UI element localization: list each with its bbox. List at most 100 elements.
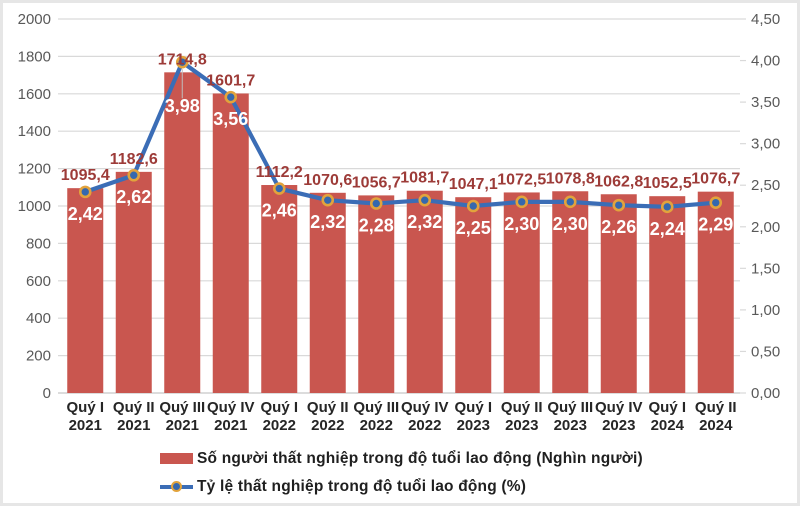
- line-value-labels: 2,42 2,62 3,98 3,56 2,46 2,32 2,28 2,32 2,25 2,30…: [68, 96, 734, 239]
- right-axis-tick-label: 2,50: [751, 177, 780, 194]
- bar: [406, 190, 443, 393]
- line-value-label: 2,30: [553, 214, 588, 234]
- right-axis-tick-label: 4,50: [751, 11, 780, 28]
- line-value-label: 2,62: [116, 187, 151, 207]
- line-marker: [175, 55, 189, 69]
- left-axis-tick-label: 1000: [18, 198, 51, 215]
- left-axis-tick-label: 600: [26, 273, 51, 290]
- right-axis-tick-label: 2,00: [751, 219, 780, 236]
- x-category-label: Quý I 2024: [648, 399, 686, 434]
- bar-value-label: 1076,7: [691, 171, 740, 188]
- line-marker: [127, 168, 141, 182]
- left-axis-tick-label: 800: [26, 235, 51, 252]
- x-category-label: Quý II 2023: [501, 399, 543, 434]
- chart-legend: Số người thất nghiệp trong độ tuổi lao đ…: [160, 446, 643, 499]
- left-axis-tick-label: 1400: [18, 123, 51, 140]
- bar: [503, 192, 540, 393]
- right-axis-tick-label: 4,00: [751, 53, 780, 70]
- right-axis-tick-label: 1,00: [751, 302, 780, 319]
- right-axis-tick-label: 3,50: [751, 94, 780, 111]
- bar: [600, 194, 637, 393]
- line-value-label: 2,42: [68, 204, 103, 224]
- right-axis-tick-label: 0,00: [751, 385, 780, 402]
- right-axis-tick-label: 3,00: [751, 136, 780, 153]
- right-axis-ticks: [740, 18, 746, 394]
- bar-value-label: 1062,8: [594, 173, 643, 190]
- line-marker: [709, 196, 723, 209]
- line-marker: [563, 195, 577, 209]
- line-value-label: 2,46: [262, 201, 297, 221]
- bar-series-swatch-icon: [160, 453, 193, 464]
- right-axis-tick-label: 0,50: [751, 343, 780, 360]
- line-value-label: 2,30: [504, 214, 539, 234]
- x-category-label: Quý III 2022: [353, 399, 399, 434]
- bar-value-label: 1078,8: [546, 170, 595, 187]
- bar-value-label: 1070,6: [303, 172, 352, 189]
- line-value-label: 3,98: [165, 96, 200, 116]
- x-category-label: Quý II 2021: [113, 399, 155, 434]
- legend-item-bar-series: Số người thất nghiệp trong độ tuổi lao đ…: [160, 446, 643, 471]
- left-axis-tick-label: 1200: [18, 161, 51, 178]
- line-markers-group: [78, 55, 723, 214]
- left-axis-labels: 0 200 400 600 800 1000 1200 1400 1600 1800 2000: [18, 11, 51, 402]
- right-axis-labels: 0,00 0,50 1,00 1,50 2,00 2,50 3,00 3,50 4,00 4,50: [751, 11, 780, 402]
- bar: [697, 191, 734, 393]
- bar: [358, 195, 395, 393]
- line-value-label: 3,56: [213, 109, 248, 129]
- line-value-label: 2,24: [650, 219, 685, 239]
- x-category-label: Quý I 2023: [454, 399, 492, 434]
- line-series-swatch-icon: [160, 480, 193, 492]
- line-marker-icon: [171, 480, 182, 492]
- left-axis-tick-label: 1600: [18, 86, 51, 103]
- bar: [552, 191, 589, 393]
- x-category-label: Quý IV 2022: [401, 399, 449, 434]
- x-category-label: Quý I 2022: [260, 399, 298, 434]
- left-axis-tick-label: 2000: [18, 11, 51, 28]
- x-category-label: Quý III 2021: [159, 399, 205, 434]
- bar-value-label: 1081,7: [400, 170, 449, 187]
- line-marker: [272, 182, 286, 195]
- bar-value-label: 1182,6: [110, 151, 158, 168]
- bar: [261, 185, 298, 393]
- bar: [212, 93, 249, 393]
- line-marker: [224, 90, 238, 104]
- line-value-label: 2,25: [456, 218, 491, 238]
- bar-value-label: 1714,8: [158, 51, 207, 68]
- bar-value-label: 1052,5: [643, 175, 692, 192]
- left-axis-tick-label: 400: [26, 310, 51, 327]
- line-value-label: 2,28: [359, 216, 394, 236]
- bar: [67, 188, 104, 393]
- x-category-label: Quý IV 2023: [595, 399, 643, 434]
- line-marker: [369, 197, 383, 210]
- line-marker: [321, 193, 335, 207]
- x-category-label: Quý IV 2021: [207, 399, 255, 434]
- line-value-label: 2,29: [698, 215, 733, 235]
- left-axis-tick-label: 1800: [18, 48, 51, 65]
- line-marker: [466, 199, 480, 213]
- legend-label-bar-series: Số người thất nghiệp trong độ tuổi lao đ…: [197, 449, 643, 467]
- legend-item-line-series: Tỷ lệ thất nghiệp trong độ tuổi lao động…: [160, 474, 643, 499]
- line-marker: [78, 185, 92, 199]
- line-marker: [660, 200, 674, 214]
- rate-line: [83, 60, 718, 209]
- bars-group: [67, 72, 734, 393]
- x-category-label: Quý III 2023: [547, 399, 593, 434]
- bar-value-label: 1112,2: [256, 164, 303, 181]
- x-category-label: Quý II 2024: [695, 399, 737, 434]
- bar: [649, 196, 686, 393]
- x-category-label: Quý II 2022: [307, 399, 349, 434]
- bar-value-label: 1601,7: [206, 72, 255, 89]
- bar: [455, 197, 492, 393]
- line-value-label: 2,26: [601, 217, 636, 237]
- bar-value-label: 1056,7: [352, 174, 401, 191]
- bar-value-label: 1095,4: [61, 167, 110, 184]
- bar-value-label: 1047,1: [449, 176, 498, 193]
- line-marker: [515, 195, 529, 209]
- line-value-label: 2,32: [310, 212, 345, 232]
- line-marker: [418, 193, 432, 207]
- bar: [115, 171, 152, 393]
